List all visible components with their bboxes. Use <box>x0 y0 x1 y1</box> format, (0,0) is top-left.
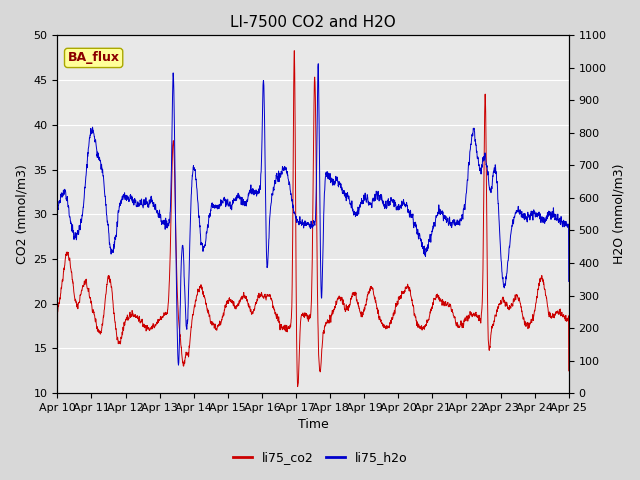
Legend: li75_co2, li75_h2o: li75_co2, li75_h2o <box>228 446 412 469</box>
Title: LI-7500 CO2 and H2O: LI-7500 CO2 and H2O <box>230 15 396 30</box>
X-axis label: Time: Time <box>298 419 328 432</box>
Y-axis label: H2O (mmol/m3): H2O (mmol/m3) <box>612 164 625 264</box>
Y-axis label: CO2 (mmol/m3): CO2 (mmol/m3) <box>15 164 28 264</box>
Text: BA_flux: BA_flux <box>68 51 120 64</box>
